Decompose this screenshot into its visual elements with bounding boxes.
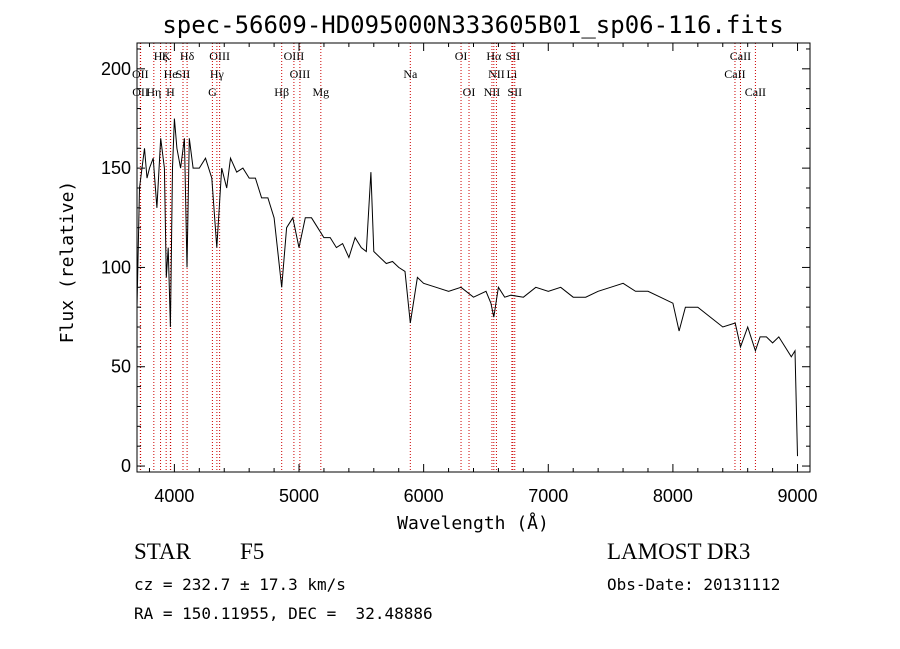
plot-frame (136, 42, 811, 473)
line-marker-label: Hα (486, 49, 502, 63)
line-marker-label: SII (506, 49, 521, 63)
line-marker-label: CaII (730, 49, 751, 63)
line-marker-label: Hζ (154, 49, 168, 63)
line-marker-label: G (208, 85, 217, 99)
x-tick-label: 4000 (154, 486, 194, 506)
line-marker-label: CaII (745, 85, 766, 99)
line-marker-label: OII (132, 85, 149, 99)
line-marker-label: SII (176, 67, 191, 81)
y-tick-label: 0 (121, 456, 131, 476)
line-marker-label: OIII (284, 49, 305, 63)
line-marker-label: OIII (290, 67, 311, 81)
spectrum-group (136, 118, 798, 457)
line-marker-label: NII (484, 85, 501, 99)
line-marker-label: SII (507, 85, 522, 99)
spectrum-line (136, 118, 798, 457)
chart-title: spec-56609-HD095000N333605B01_sp06-116.f… (162, 11, 783, 39)
y-tick-label: 150 (101, 158, 131, 178)
y-tick-label: 50 (111, 357, 131, 377)
observation-date: Obs-Date: 20131112 (607, 575, 781, 594)
line-marker-label: OIII (209, 49, 230, 63)
line-marker-label: NII (488, 67, 505, 81)
x-axis-label: Wavelength (Å) (397, 512, 549, 534)
x-tick-label: 6000 (404, 486, 444, 506)
y-tick-label: 100 (101, 257, 131, 277)
line-marker-label: Hγ (210, 67, 225, 81)
line-marker-label: Hδ (180, 49, 195, 63)
x-tick-label: 7000 (528, 486, 568, 506)
redshift-readout: cz = 232.7 ± 17.3 km/s (134, 575, 346, 594)
line-marker-label: OI (463, 85, 476, 99)
line-marker-label: K (162, 49, 171, 63)
line-marker-label: OI (455, 49, 468, 63)
x-tick-label: 5000 (279, 486, 319, 506)
line-marker-label: Na (403, 67, 418, 81)
line-marker-label: Li (507, 67, 518, 81)
line-marker-label: H (166, 85, 175, 99)
coordinates-readout: RA = 150.11955, DEC = 32.48886 (134, 604, 433, 623)
x-tick-label: 9000 (778, 486, 818, 506)
x-axis: 4000 5000 6000 7000 8000 9000 (148, 43, 818, 506)
object-subclass: F5 (240, 539, 265, 564)
y-tick-label: 200 (101, 59, 131, 79)
y-axis-label: Flux (relative) (57, 181, 78, 344)
line-marker-label: Mg (312, 85, 329, 99)
object-class: STAR (134, 539, 191, 564)
x-tick-label: 8000 (653, 486, 693, 506)
survey-name: LAMOST DR3 (607, 539, 751, 564)
y-axis: 0 50 100 150 200 (101, 48, 810, 476)
line-marker-label: Hβ (274, 85, 289, 99)
line-marker-label: CaII (724, 67, 745, 81)
line-marker-label: Hη (146, 85, 161, 99)
